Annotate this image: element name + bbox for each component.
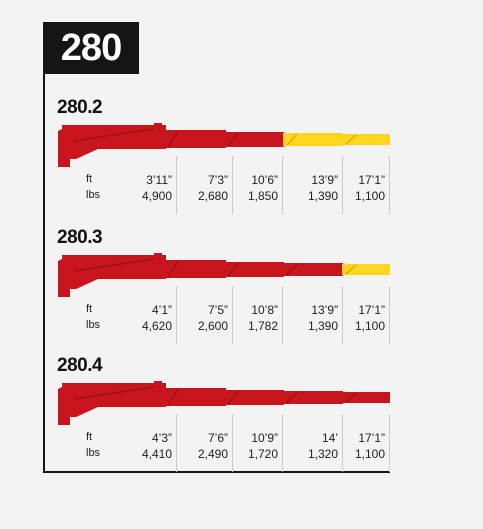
boom-section-joint [227, 132, 239, 147]
boom-section-joint [227, 262, 239, 277]
boom-inner-section [62, 383, 166, 417]
reach-column: 10’6” 1,850 [232, 156, 283, 214]
boom-section-joint [345, 134, 357, 145]
capacity-lbs: 2,680 [197, 189, 228, 203]
reach-ft: 3’11” [146, 173, 172, 187]
boom-section-joint [286, 133, 298, 146]
variant-title: 280.3 [57, 227, 103, 248]
capacity-lbs: 4,900 [141, 189, 172, 203]
reach-ft: 17’1” [358, 173, 385, 187]
boom-section-joint [167, 260, 179, 278]
reach-ft: 10’9” [251, 431, 278, 445]
boom-hydraulic-extension [283, 263, 343, 276]
boom-head-cap [154, 253, 162, 259]
boom-inner-section [62, 255, 166, 289]
boom-inner-crease [73, 128, 155, 142]
reach-column: 4’1” 4,620 [100, 286, 177, 344]
reach-ft: 13’9” [311, 173, 338, 187]
reach-ft: 10’8” [251, 303, 278, 317]
reach-ft: 14’ [321, 431, 338, 445]
boom-hydraulic-extension [164, 388, 226, 406]
variant-280-3: 280.3 ft lbs 4’1” 4,620 7’5” 2,600 10’8”… [0, 227, 483, 357]
reach-ft: 7’3” [207, 173, 228, 187]
boom-section-joint [345, 392, 357, 403]
frame-left-rule [43, 74, 45, 473]
reach-column: 10’8” 1,782 [232, 286, 283, 344]
reach-ft: 7’6” [207, 431, 228, 445]
reach-column: 3’11” 4,900 [100, 156, 177, 214]
boom-head-cap [154, 123, 162, 129]
boom-manual-extension [342, 134, 390, 145]
unit-ft-label: ft [86, 173, 93, 185]
reach-column: 17’1” 1,100 [342, 414, 390, 472]
capacity-lbs: 1,782 [247, 319, 278, 333]
boom-section-joint [345, 264, 357, 275]
unit-lbs-label: lbs [86, 189, 101, 201]
boom-diagram [58, 253, 390, 297]
reach-column: 10’9” 1,720 [232, 414, 283, 472]
variant-title: 280.2 [57, 97, 103, 118]
reach-ft: 4’1” [151, 303, 172, 317]
reach-column: 7’6” 2,490 [176, 414, 233, 472]
capacity-lbs: 4,410 [141, 447, 172, 461]
reach-ft: 7’5” [207, 303, 228, 317]
reach-column: 7’3” 2,680 [176, 156, 233, 214]
reach-ft: 17’1” [358, 431, 385, 445]
boom-inner-section [62, 125, 166, 159]
capacity-lbs: 1,100 [354, 319, 385, 333]
capacity-lbs: 2,600 [197, 319, 228, 333]
variant-title: 280.4 [57, 355, 103, 376]
reach-ft: 10’6” [251, 173, 278, 187]
variant-280-2: 280.2 ft lbs 3’11” 4,900 7’3” 2,680 10’6… [0, 97, 483, 227]
reach-ft: 4’3” [151, 431, 172, 445]
unit-lbs-label: lbs [86, 319, 101, 331]
unit-ft-label: ft [86, 431, 93, 443]
capacity-lbs: 1,100 [354, 189, 385, 203]
unit-lbs-label: lbs [86, 447, 101, 459]
capacity-lbs: 1,720 [247, 447, 278, 461]
boom-manual-extension [283, 133, 343, 146]
boom-section-joint [167, 388, 179, 406]
boom-hydraulic-extension [283, 391, 343, 404]
frame-bottom-rule [43, 471, 390, 473]
model-badge: 280 [43, 22, 139, 74]
unit-ft-label: ft [86, 303, 93, 315]
reach-ft: 13’9” [311, 303, 338, 317]
reach-column: 13’9” 1,390 [282, 156, 343, 214]
reach-column: 14’ 1,320 [282, 414, 343, 472]
boom-section-joint [167, 130, 179, 148]
capacity-lbs: 2,490 [197, 447, 228, 461]
capacity-lbs: 1,390 [307, 319, 338, 333]
boom-inner-crease [73, 386, 155, 400]
capacity-lbs: 1,100 [354, 447, 385, 461]
reach-column: 17’1” 1,100 [342, 286, 390, 344]
reach-column: 4’3” 4,410 [100, 414, 177, 472]
boom-diagram [58, 123, 390, 167]
reach-column: 7’5” 2,600 [176, 286, 233, 344]
reach-column: 13’9” 1,390 [282, 286, 343, 344]
boom-section-joint [227, 390, 239, 405]
boom-hydraulic-extension [164, 130, 226, 148]
boom-hydraulic-extension [342, 392, 390, 403]
reach-column: 17’1” 1,100 [342, 156, 390, 214]
boom-inner-crease [73, 258, 155, 272]
boom-hydraulic-extension [224, 390, 284, 405]
boom-head-cap [154, 381, 162, 387]
capacity-lbs: 1,320 [307, 447, 338, 461]
reach-ft: 17’1” [358, 303, 385, 317]
boom-hydraulic-extension [164, 260, 226, 278]
boom-hydraulic-extension [224, 132, 284, 147]
boom-hydraulic-extension [224, 262, 284, 277]
boom-section-joint [286, 263, 298, 276]
capacity-lbs: 4,620 [141, 319, 172, 333]
capacity-lbs: 1,390 [307, 189, 338, 203]
variant-280-4: 280.4 ft lbs 4’3” 4,410 7’6” 2,490 10’9”… [0, 355, 483, 485]
boom-manual-extension [342, 264, 390, 275]
capacity-lbs: 1,850 [247, 189, 278, 203]
boom-diagram [58, 381, 390, 425]
boom-section-joint [286, 391, 298, 404]
